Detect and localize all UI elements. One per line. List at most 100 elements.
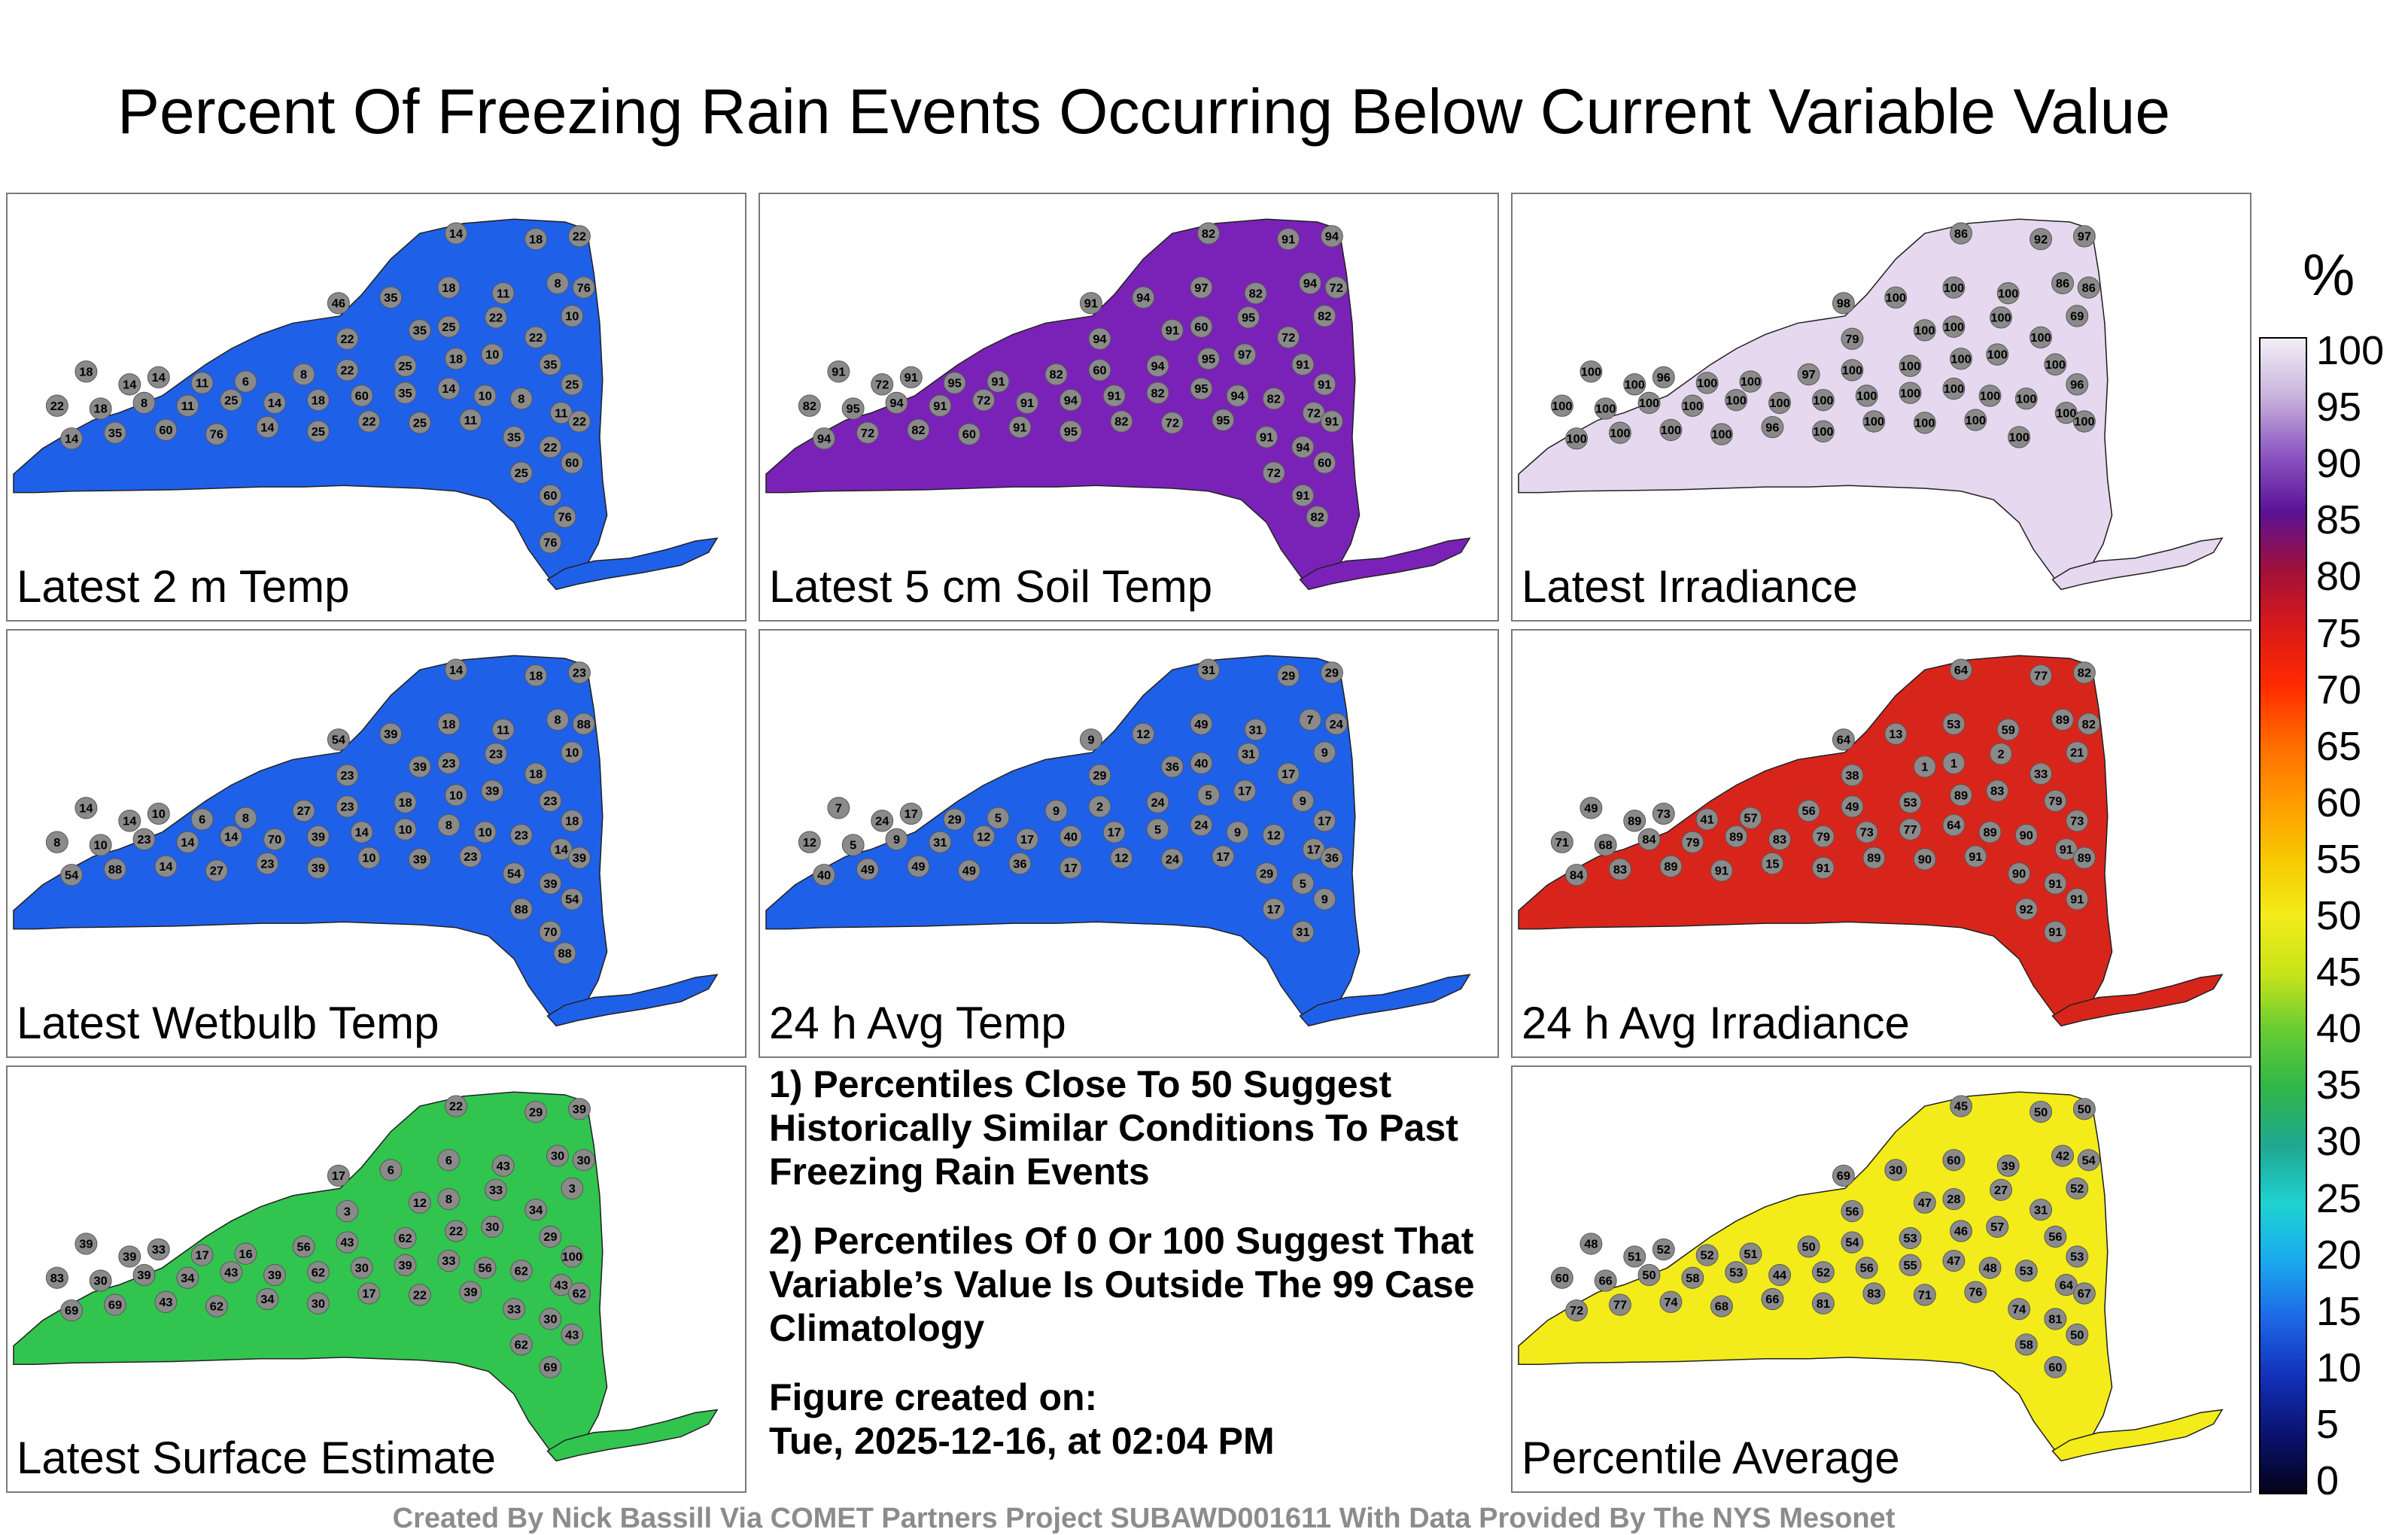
- station-value: 91: [905, 371, 918, 385]
- station-marker: [1226, 385, 1249, 407]
- station-value: 50: [1642, 1269, 1655, 1282]
- station-value: 23: [464, 850, 477, 864]
- station-marker: [1579, 1233, 1603, 1255]
- station-value: 64: [1954, 664, 1968, 677]
- station-marker: [408, 319, 431, 342]
- station-marker: [1160, 412, 1184, 434]
- station-value: 62: [210, 1300, 223, 1314]
- station-marker: [379, 722, 403, 746]
- station-value: 5: [1154, 823, 1161, 837]
- station-marker: [1986, 343, 2009, 366]
- station-marker: [1761, 1287, 1784, 1311]
- station-value: 100: [2074, 415, 2094, 429]
- station-marker: [292, 799, 315, 822]
- station-value: 22: [573, 415, 586, 429]
- station-marker: [1302, 402, 1325, 424]
- station-value: 91: [2048, 926, 2062, 939]
- station-value: 94: [1093, 333, 1106, 346]
- station-marker: [394, 381, 417, 404]
- station-value: 79: [2048, 795, 2062, 808]
- station-marker: [2066, 373, 2089, 396]
- station-value: 90: [2012, 868, 2026, 881]
- colorbar-tick-label: 65: [2316, 723, 2362, 769]
- note-2: 2) Percentiles Of 0 Or 100 Suggest That …: [769, 1220, 1475, 1349]
- station-marker: [1291, 789, 1315, 812]
- station-marker: [350, 1257, 373, 1279]
- station-value: 39: [312, 830, 325, 843]
- station-marker: [2044, 1225, 2067, 1248]
- station-marker: [1623, 373, 1646, 396]
- station-value: 74: [2012, 1303, 2026, 1317]
- station-marker: [1695, 1244, 1719, 1266]
- station-value: 39: [123, 1251, 136, 1264]
- station-marker: [1913, 848, 1936, 871]
- station-value: 46: [332, 297, 345, 311]
- station-marker: [1659, 855, 1683, 878]
- station-value: 89: [1664, 860, 1677, 874]
- station-marker: [1550, 394, 1573, 417]
- station-marker: [1950, 658, 1972, 681]
- station-marker: [827, 360, 850, 383]
- station-value: 95: [948, 377, 962, 391]
- long-island-shape: [2051, 537, 2224, 591]
- station-value: 14: [159, 860, 172, 874]
- colorbar-tick-label: 45: [2316, 950, 2362, 995]
- station-marker: [2029, 1100, 2053, 1123]
- station-value: 17: [196, 1249, 209, 1263]
- station-value: 62: [573, 1287, 586, 1301]
- station-value: 27: [296, 804, 310, 818]
- station-marker: [1681, 1266, 1704, 1289]
- station-value: 73: [1657, 807, 1671, 821]
- station-marker: [509, 461, 533, 484]
- station-marker: [1212, 409, 1235, 431]
- station-marker: [2008, 1298, 2031, 1321]
- station-marker: [2066, 741, 2089, 764]
- state-map: 45 50 50 54 69 30 60 39 42 52 56 47 28 27 31 48 51 52 52 51…: [1518, 1091, 2224, 1462]
- station-marker: [1652, 1238, 1675, 1261]
- station-marker: [357, 410, 381, 433]
- colorbar-tick-label: 75: [2316, 610, 2362, 656]
- station-value: 94: [1151, 360, 1164, 373]
- station-value: 11: [464, 414, 477, 427]
- station-value: 83: [1773, 833, 1786, 847]
- station-marker: [190, 1244, 214, 1266]
- station-marker: [459, 1281, 482, 1303]
- station-marker: [336, 795, 359, 818]
- station-value: 43: [159, 1296, 172, 1309]
- station-value: 100: [1552, 400, 1572, 413]
- station-marker: [2014, 898, 2038, 920]
- station-value: 73: [1860, 826, 1874, 840]
- station-marker: [539, 353, 562, 375]
- station-marker: [572, 276, 595, 299]
- station-marker: [1725, 1261, 1748, 1284]
- station-marker: [379, 286, 403, 309]
- station-value: 86: [2082, 281, 2096, 295]
- station-value: 23: [515, 829, 528, 843]
- station-value: 64: [2060, 1278, 2073, 1292]
- station-value: 73: [2070, 815, 2084, 828]
- station-marker: [2072, 410, 2096, 433]
- station-marker: [972, 388, 996, 412]
- station-marker: [1884, 722, 1908, 746]
- long-island-shape: [2051, 974, 2224, 1027]
- station-marker: [437, 813, 461, 837]
- station-marker: [1899, 1254, 1922, 1276]
- station-value: 28: [1947, 1193, 1960, 1206]
- station-marker: [118, 810, 141, 832]
- station-marker: [1277, 228, 1300, 251]
- station-value: 82: [1151, 387, 1164, 400]
- station-value: 57: [1990, 1220, 2004, 1234]
- station-value: 89: [1628, 815, 1641, 828]
- station-marker: [1190, 713, 1213, 735]
- station-marker: [856, 421, 879, 444]
- station-value: 100: [562, 1251, 582, 1264]
- station-marker: [2051, 708, 2074, 731]
- station-value: 14: [442, 382, 455, 396]
- station-marker: [1255, 862, 1278, 885]
- station-marker: [1899, 818, 1922, 840]
- map-panel: 14 18 23 88 54 39 18 11 8 10 23 39 23 23 18 14 14 10 6 8 27 2…: [6, 629, 746, 1058]
- station-marker: [1899, 1226, 1922, 1250]
- station-marker: [2014, 1333, 2038, 1356]
- station-value: 54: [332, 734, 345, 747]
